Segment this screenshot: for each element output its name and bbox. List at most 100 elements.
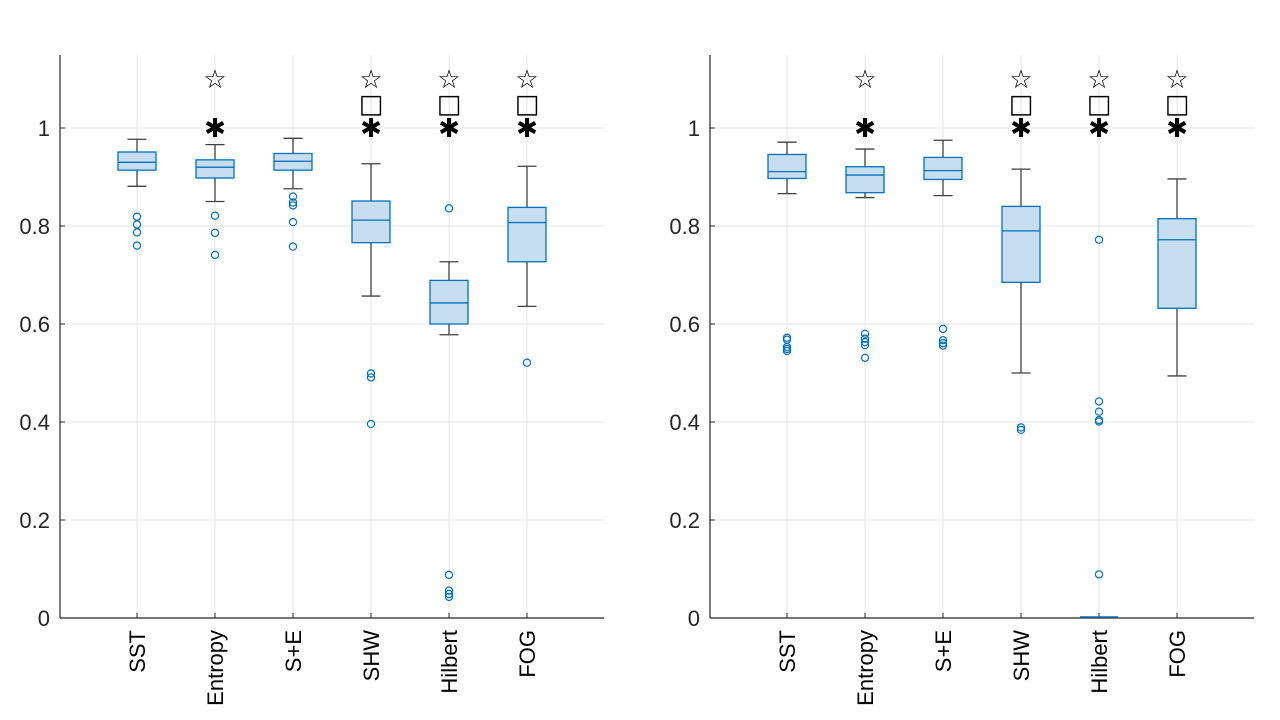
y-tick-label: 1 <box>38 116 50 141</box>
outlier-point <box>1094 417 1104 426</box>
box-group <box>923 139 963 350</box>
category-label: S+E <box>281 630 306 672</box>
outlier-point <box>444 204 454 213</box>
y-tick-label: 0.8 <box>19 214 50 239</box>
iqr-box <box>429 279 469 325</box>
outlier-point <box>210 250 220 260</box>
y-tick-label: 0 <box>688 606 700 631</box>
outlier-point <box>1094 570 1104 579</box>
outlier-point <box>288 217 298 227</box>
outlier-point <box>288 242 298 251</box>
iqr-box <box>507 206 547 263</box>
significance-marker: ✱ <box>204 114 226 144</box>
significance-marker: ☆ <box>853 65 876 95</box>
y-tick-label: 0 <box>38 606 50 631</box>
significance-marker: ☆ <box>1087 65 1110 95</box>
significance-marker: ✱ <box>1166 114 1188 144</box>
iqr-box <box>1001 205 1041 283</box>
grid-lines <box>60 55 604 619</box>
significance-marker: ✱ <box>854 114 876 144</box>
y-tick-label: 0.2 <box>19 508 50 533</box>
y-tick-label: 0.6 <box>19 312 50 337</box>
outlier-point <box>938 335 948 345</box>
outlier-point <box>860 340 870 350</box>
significance-marker: □ <box>1087 90 1112 120</box>
outlier-point <box>132 228 142 237</box>
category-label: SST <box>125 630 150 673</box>
significance-marker: ☆ <box>437 65 460 95</box>
significance-marker: □ <box>437 90 462 120</box>
right-boxplot-panel: 0 0.2 0.4 0.6 0.8 1 SST Entropy S+E SHW Hilbert FOG… <box>669 55 1254 706</box>
significance-marker: □ <box>359 90 384 120</box>
outlier-point <box>366 369 376 378</box>
outlier-point <box>938 338 948 348</box>
outlier-point <box>210 211 220 220</box>
iqr-box <box>351 200 391 244</box>
significance-marker: □ <box>1009 90 1034 120</box>
y-tick-label: 0.8 <box>669 214 700 239</box>
significance-marker: ☆ <box>203 65 226 95</box>
outlier-point <box>1094 407 1104 416</box>
y-tick-label: 0.4 <box>19 410 50 435</box>
iqr-box <box>767 153 807 180</box>
y-tick-label: 0.2 <box>669 508 700 533</box>
category-label: FOG <box>1165 630 1190 678</box>
box-group <box>273 137 313 251</box>
box-group: ☆✱ <box>845 65 885 363</box>
y-tick-label: 0.6 <box>669 312 700 337</box>
significance-marker: □ <box>1165 90 1190 120</box>
significance-marker: □ <box>515 90 540 120</box>
iqr-box <box>117 151 157 171</box>
category-label: SHW <box>359 630 384 682</box>
outlier-point <box>132 220 142 229</box>
outlier-point <box>366 373 376 382</box>
outlier-point <box>860 334 870 343</box>
outlier-point <box>444 586 454 595</box>
outlier-point <box>1016 425 1026 435</box>
outlier-point <box>938 324 948 334</box>
left-boxplot-panel: 0 0.2 0.4 0.6 0.8 1 SST Entropy S+E SHW Hilbert FOG… <box>19 55 604 706</box>
iqr-box <box>845 166 885 194</box>
significance-marker: ✱ <box>1010 114 1032 144</box>
significance-marker: ✱ <box>1088 114 1110 144</box>
box-group <box>767 141 807 356</box>
outlier-point <box>860 337 870 347</box>
category-label: Entropy <box>853 630 878 706</box>
outlier-point <box>1094 235 1104 244</box>
y-tick-label: 1 <box>688 116 700 141</box>
significance-marker: ✱ <box>438 114 460 144</box>
iqr-box <box>1157 217 1197 309</box>
outlier-point <box>444 570 454 580</box>
outlier-point <box>860 329 870 338</box>
outlier-point <box>132 241 142 250</box>
box-group: ☆□✱ <box>1080 65 1118 618</box>
outlier-point <box>288 192 298 201</box>
iqr-box <box>923 156 963 181</box>
outlier-point <box>210 228 220 238</box>
outlier-point <box>444 589 454 599</box>
iqr-box <box>195 159 235 179</box>
significance-marker: ☆ <box>515 65 538 95</box>
category-label: Hilbert <box>1087 630 1112 694</box>
significance-marker: ✱ <box>360 114 382 144</box>
outlier-point <box>1016 423 1026 432</box>
outlier-point <box>132 212 142 221</box>
outlier-point <box>288 201 298 210</box>
outlier-point <box>1094 397 1104 406</box>
category-label: Hilbert <box>437 630 462 694</box>
significance-marker: ☆ <box>1009 65 1032 95</box>
significance-marker: ☆ <box>359 65 382 95</box>
box-group: ☆□✱ <box>429 65 469 602</box>
outlier-point <box>444 592 454 602</box>
box-group <box>117 138 157 250</box>
category-label: Entropy <box>203 630 228 706</box>
category-label: SHW <box>1009 630 1034 682</box>
significance-marker: ☆ <box>1165 65 1188 95</box>
outlier-point <box>860 353 870 363</box>
box-group: ☆□✱ <box>351 65 391 429</box>
y-tick-label: 0.4 <box>669 410 700 435</box>
outlier-point <box>288 198 298 207</box>
box-group: ☆✱ <box>195 65 235 260</box>
outlier-point <box>938 341 948 350</box>
